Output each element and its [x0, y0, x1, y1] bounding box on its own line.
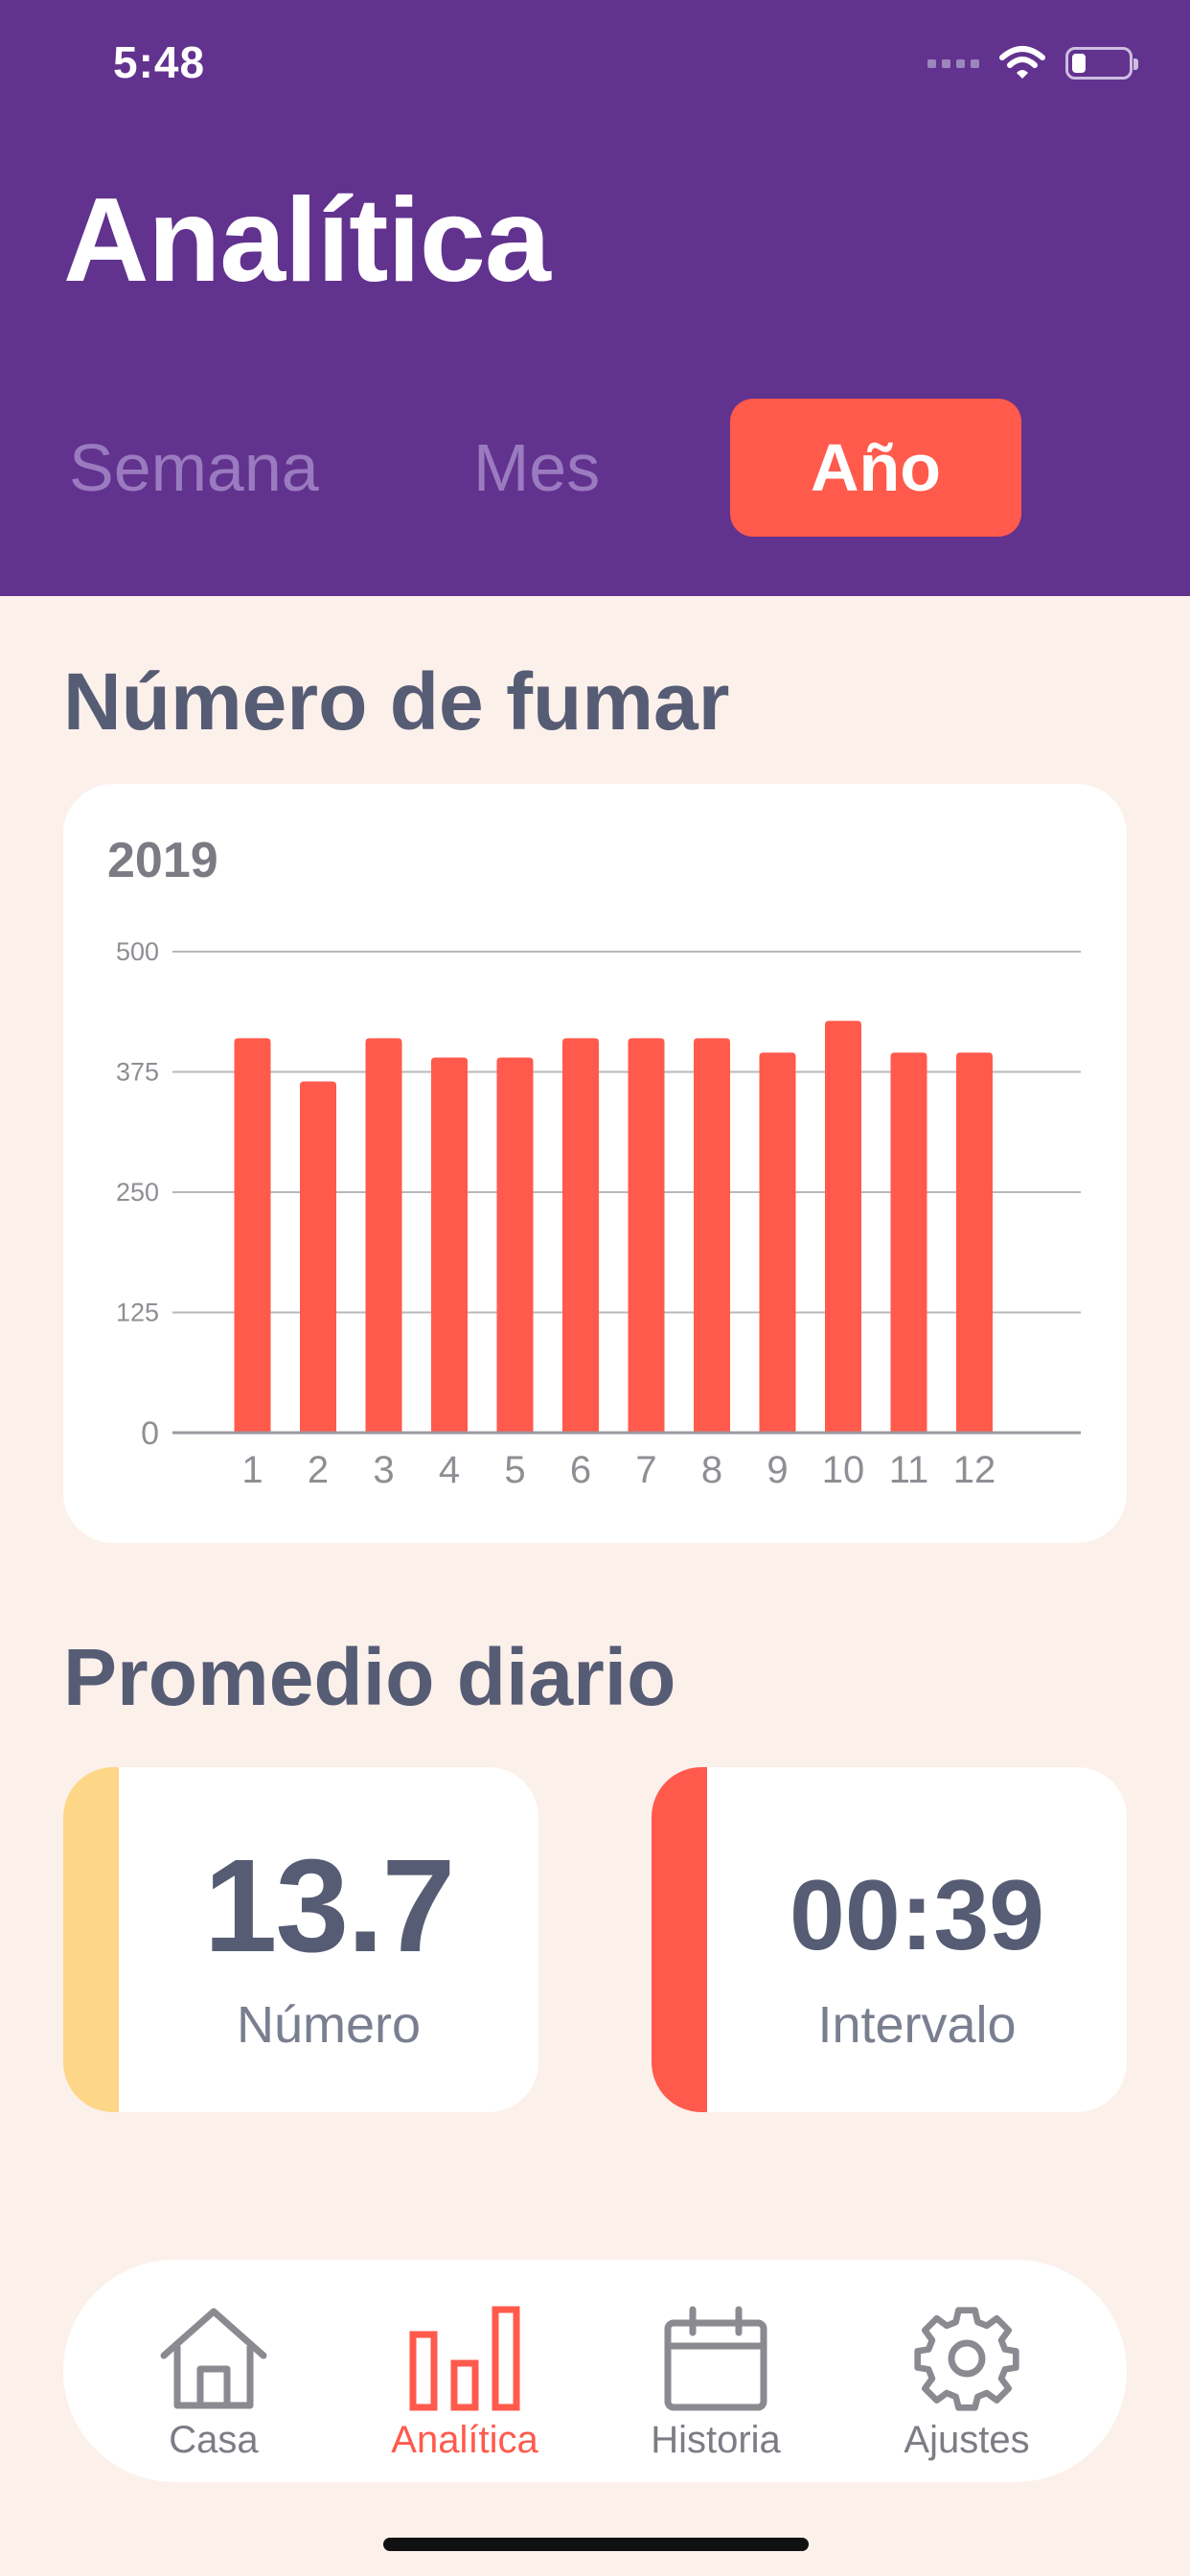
- bar: [956, 1052, 993, 1433]
- bar: [431, 1057, 468, 1433]
- x-tick-label: 7: [635, 1449, 656, 1491]
- bar: [890, 1052, 927, 1433]
- y-tick-label: 125: [116, 1299, 159, 1327]
- home-indicator: [383, 2538, 809, 2551]
- bar: [234, 1038, 271, 1433]
- bar: [825, 1021, 861, 1433]
- bar: [365, 1038, 402, 1433]
- tab-mes[interactable]: Mes: [473, 430, 601, 505]
- stat-label-number: Número: [236, 1996, 422, 2054]
- home-icon: [160, 2308, 267, 2409]
- tab-ano[interactable]: Año: [730, 399, 1021, 537]
- nav-label-analitica: Analítica: [391, 2419, 538, 2461]
- nav-label-ajustes: Ajustes: [904, 2419, 1030, 2461]
- page-title: Analítica: [63, 174, 551, 307]
- x-tick-label: 6: [570, 1449, 591, 1491]
- nav-item-ajustes[interactable]: Ajustes: [852, 2260, 1082, 2482]
- header: 5:48 Analítica Semana Mes Año: [0, 0, 1190, 596]
- x-tick-label: 11: [889, 1449, 929, 1491]
- stat-label-interval: Intervalo: [817, 1996, 1017, 2054]
- average-section-title: Promedio diario: [63, 1632, 676, 1722]
- stat-card-accent: [652, 1767, 707, 2112]
- stat-card-accent: [63, 1767, 119, 2112]
- status-time: 5:48: [113, 37, 206, 87]
- chart-section-title: Número de fumar: [63, 656, 730, 747]
- stat-value-interval: 00:39: [790, 1860, 1044, 1971]
- stat-card-number: 13.7 Número: [63, 1767, 538, 2112]
- x-tick-label: 3: [373, 1449, 394, 1491]
- bar: [300, 1081, 336, 1433]
- y-tick-label: 0: [141, 1415, 159, 1452]
- y-tick-label: 500: [116, 937, 159, 966]
- y-tick-label: 375: [116, 1058, 159, 1087]
- bar-chart-icon: [409, 2306, 520, 2411]
- wifi-icon: [999, 46, 1045, 79]
- nav-item-analitica[interactable]: Analítica: [350, 2260, 580, 2482]
- x-tick-label: 8: [701, 1449, 722, 1491]
- tab-semana[interactable]: Semana: [69, 430, 319, 505]
- bar: [628, 1038, 665, 1433]
- stat-card-interval: 00:39 Intervalo: [652, 1767, 1127, 2112]
- bottom-nav: Casa Analítica Historia Ajustes: [63, 2260, 1127, 2482]
- x-tick-label: 9: [767, 1449, 788, 1491]
- chart-year-label: 2019: [107, 833, 218, 888]
- y-tick-label: 250: [116, 1178, 159, 1207]
- x-tick-label: 12: [953, 1449, 996, 1491]
- x-tick-label: 1: [241, 1449, 263, 1491]
- gear-icon: [914, 2307, 1019, 2411]
- bar: [562, 1038, 599, 1433]
- bar: [694, 1038, 730, 1433]
- chart-card: 2019 0 125 250 375 500 1 2 3 4 5 6 7 8 9 10 11 12: [63, 784, 1127, 1543]
- calendar-icon: [664, 2306, 767, 2411]
- nav-item-historia[interactable]: Historia: [601, 2260, 831, 2482]
- cellular-signal-icon: [927, 58, 979, 68]
- x-tick-label: 2: [308, 1449, 329, 1491]
- x-tick-label: 10: [822, 1449, 865, 1491]
- nav-label-casa: Casa: [169, 2419, 259, 2461]
- x-tick-label: 4: [439, 1449, 460, 1491]
- bar: [496, 1057, 534, 1433]
- nav-label-historia: Historia: [651, 2419, 781, 2461]
- x-tick-label: 5: [504, 1449, 525, 1491]
- stat-value-number: 13.7: [203, 1832, 456, 1980]
- nav-item-casa[interactable]: Casa: [99, 2260, 329, 2482]
- status-icons: [927, 42, 1138, 84]
- battery-icon: [1065, 47, 1138, 80]
- bar: [759, 1052, 796, 1433]
